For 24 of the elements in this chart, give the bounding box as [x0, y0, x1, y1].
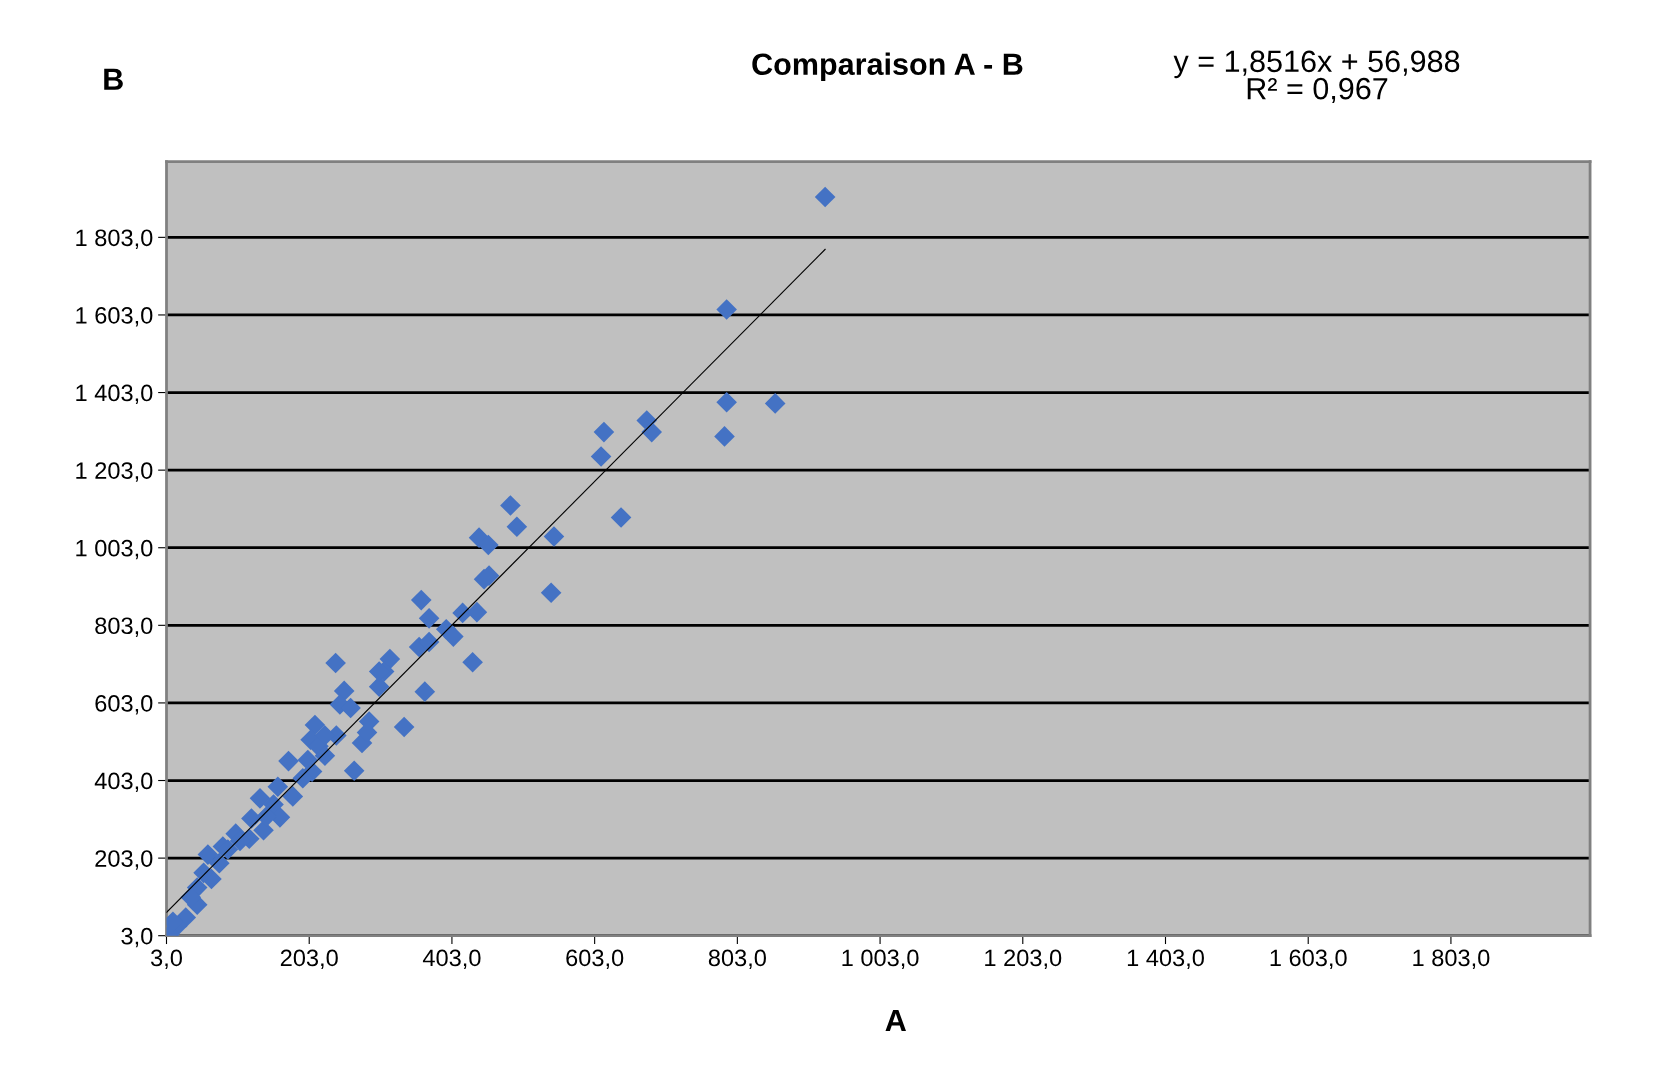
x-tick-label: 1 603,0 — [1270, 949, 1347, 970]
y-tick-label: 1 003,0 — [76, 539, 153, 560]
y-axis-title: B — [104, 68, 123, 90]
x-tick-label: 1 203,0 — [985, 949, 1062, 970]
y-tick-label: 1 403,0 — [76, 384, 153, 405]
y-tick-label: 603,0 — [95, 694, 153, 715]
x-tick-label: 1 003,0 — [842, 949, 919, 970]
x-tick-label: 803,0 — [708, 949, 766, 970]
x-tick-label: 3,0 — [150, 949, 182, 970]
y-tick-label: 1 803,0 — [76, 229, 153, 249]
chart-title: Comparaison A - B — [752, 52, 1023, 82]
x-tick-label: 203,0 — [280, 949, 338, 970]
x-tick-label: 1 803,0 — [1413, 949, 1490, 970]
y-tick-label: 403,0 — [94, 772, 153, 793]
y-tick-label: 803,0 — [95, 617, 153, 637]
x-tick-label: 403,0 — [422, 949, 481, 970]
x-tick-label: 603,0 — [566, 949, 624, 970]
y-tick-label: 1 203,0 — [76, 462, 153, 482]
y-tick-label: 203,0 — [95, 850, 153, 870]
text: y = 1,8516x + 56,988 R² = 0,967 — [1173, 50, 1460, 104]
y-tick-label: 1 603,0 — [76, 307, 153, 327]
x-tick-label: 1 403,0 — [1127, 949, 1204, 970]
y-tick-label: 3,0 — [121, 927, 153, 948]
x-axis-title: A — [885, 1009, 906, 1031]
